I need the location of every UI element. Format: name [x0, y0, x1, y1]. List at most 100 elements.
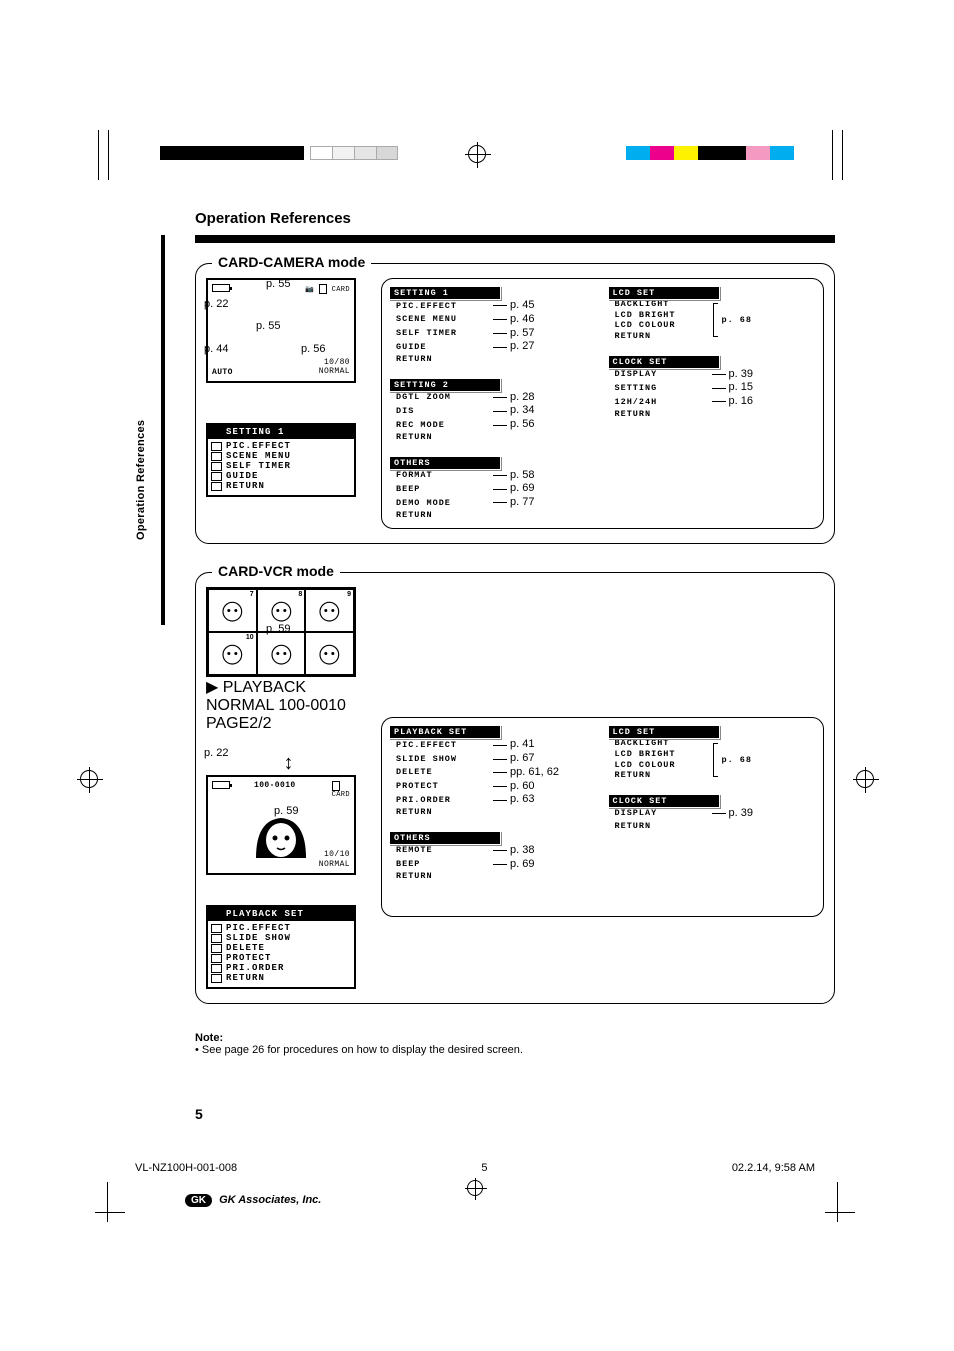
- menu-item-label: RETURN: [615, 821, 709, 832]
- page-ref: p. 69: [510, 482, 534, 496]
- page-ref: p. 63: [510, 793, 534, 807]
- menu-item-label: SLIDE SHOW: [396, 754, 490, 765]
- thumbnail-cell: 9: [305, 589, 354, 632]
- card-camera-left: 📷 CARD 10/80 NORMAL AUTO p. 22 p. 55 p. …: [206, 278, 371, 497]
- lcd-card-indicator: 📷 CARD: [305, 284, 350, 294]
- menu-header: SETTING 1: [390, 287, 500, 299]
- menu-item: RETURN: [615, 821, 753, 832]
- thumbnail-cell: 10: [208, 632, 257, 675]
- menu-item-label: SCENE MENU: [226, 451, 291, 461]
- section-title: Operation References: [195, 210, 835, 231]
- menu-item-label: DISPLAY: [615, 369, 709, 380]
- menu-icon: [211, 462, 222, 471]
- content: Operation References CARD-CAMERA mode 📷 …: [195, 210, 835, 1122]
- menu-item-label: LCD BRIGHT: [615, 310, 709, 321]
- menu-item-label: SELF TIMER: [226, 461, 291, 471]
- menu-item: SELF TIMERp. 57: [396, 327, 534, 341]
- menu-block: OTHERSFORMATp. 58BEEPp. 69DEMO MODEp. 77…: [390, 457, 597, 521]
- page-ref: p. 77: [510, 496, 534, 510]
- footer-text: VL-NZ100H-001-008 5 02.2.14, 9:58 AM: [115, 1162, 835, 1174]
- lcd-counter: 10/80 NORMAL: [319, 358, 350, 377]
- page-ref: p. 46: [510, 313, 534, 327]
- card-vcr-right-panel: PLAYBACK SETPIC.EFFECTp. 41SLIDE SHOWp. …: [381, 717, 824, 917]
- menu-item: SCENE MENU: [208, 451, 354, 461]
- menu-item-label: RETURN: [396, 871, 490, 882]
- menu-item-label: RETURN: [396, 354, 490, 365]
- menu-header: OTHERS: [390, 832, 500, 844]
- menu-item: SELF TIMER: [208, 461, 354, 471]
- menu-icon: [211, 954, 222, 963]
- side-tab: Operation References: [135, 380, 155, 580]
- menu-item: RETURN: [396, 354, 534, 365]
- menu-header: CLOCK SET: [609, 795, 719, 807]
- page-ref: p. 39: [729, 807, 753, 821]
- title-rule: [195, 235, 835, 243]
- note-label: Note:: [195, 1032, 223, 1044]
- menu-item-label: LCD COLOUR: [615, 760, 709, 771]
- menu-item: SLIDE SHOW: [208, 933, 354, 943]
- menu-item: PRI.ORDER: [208, 963, 354, 973]
- menu-item: DGTL ZOOMp. 28: [396, 391, 534, 405]
- menu-item-label: BACKLIGHT: [615, 299, 709, 310]
- footer-doc-id: VL-NZ100H-001-008: [135, 1162, 237, 1174]
- menu-icon: [211, 924, 222, 933]
- menu-block: OTHERSREMOTEp. 38BEEPp. 69RETURN: [390, 832, 597, 882]
- menu-header: OTHERS: [390, 457, 500, 469]
- menu-item: RETURN: [396, 871, 534, 882]
- thumbnail-cell: [257, 632, 306, 675]
- page-ref: p. 68: [722, 315, 753, 325]
- menu-icon: [211, 452, 222, 461]
- menu-item-label: BACKLIGHT: [615, 738, 709, 749]
- menu-item-label: REC MODE: [396, 420, 490, 431]
- menu-item-label: REMOTE: [396, 845, 490, 856]
- menu-icon: [211, 964, 222, 973]
- menu-header: SETTING 2: [390, 379, 500, 391]
- menu-column: LCD SETBACKLIGHTLCD BRIGHTLCD COLOURRETU…: [609, 287, 816, 520]
- menu-item-label: SETTING: [615, 383, 709, 394]
- menu-column: SETTING 1PIC.EFFECTp. 45SCENE MENUp. 46S…: [390, 287, 597, 520]
- card-camera-right-panel: SETTING 1PIC.EFFECTp. 45SCENE MENUp. 46S…: [381, 278, 824, 529]
- menu-item-label: PIC.EFFECT: [226, 923, 291, 933]
- menu-icon: [211, 934, 222, 943]
- menu-item: RETURN: [396, 510, 534, 521]
- battery-icon: [212, 781, 230, 792]
- lcd-counter: 10/10 NORMAL: [319, 850, 350, 869]
- menu-block: LCD SETBACKLIGHTLCD BRIGHTLCD COLOURRETU…: [609, 726, 816, 781]
- menu-item: SLIDE SHOW p. 67: [396, 752, 559, 766]
- battery-icon: [212, 284, 230, 295]
- page-ref: pp. 61, 62: [510, 766, 559, 780]
- card-camera-legend: CARD-CAMERA mode: [212, 254, 371, 270]
- menu-item-label: PROTECT: [396, 781, 490, 792]
- gk-logo-text: GK Associates, Inc.: [219, 1194, 321, 1206]
- menu-item-label: PIC.EFFECT: [396, 301, 490, 312]
- menu-item-label: PRI.ORDER: [226, 963, 285, 973]
- page-ref: p. 55: [256, 320, 280, 332]
- thumbnail-cell: [305, 632, 354, 675]
- menu-item: REMOTEp. 38: [396, 844, 534, 858]
- menu-item: DISPLAYp. 39: [615, 807, 753, 821]
- menu-item: GUIDE: [208, 471, 354, 481]
- page-ref: p. 56: [510, 418, 534, 432]
- card-vcr-legend: CARD-VCR mode: [212, 563, 340, 579]
- menu-item: DISPLAYp. 39: [615, 368, 753, 382]
- menu-item: RETURN: [396, 432, 534, 443]
- page-ref: p. 27: [510, 340, 534, 354]
- page-ref: p. 22: [204, 298, 228, 310]
- registration-target-icon: [80, 770, 98, 788]
- menu-icon: [211, 944, 222, 953]
- registration-target-icon: [468, 145, 486, 163]
- menu-item-label: FORMAT: [396, 470, 490, 481]
- lcd-mode: AUTO: [212, 368, 233, 377]
- menu-column: LCD SETBACKLIGHTLCD BRIGHTLCD COLOURRETU…: [609, 726, 816, 908]
- menu-item: PIC.EFFECT: [208, 923, 354, 933]
- menu-item: SCENE MENUp. 46: [396, 313, 534, 327]
- menu-block: CLOCK SETDISPLAYp. 39RETURN: [609, 795, 816, 831]
- menu-item-label: RETURN: [396, 432, 490, 443]
- card-camera-lcd: 📷 CARD 10/80 NORMAL AUTO: [206, 278, 356, 383]
- menu-item-label: LCD COLOUR: [615, 320, 709, 331]
- note-text: • See page 26 for procedures on how to d…: [195, 1044, 523, 1056]
- menu-item-label: DELETE: [396, 767, 490, 778]
- page-ref: p. 67: [510, 752, 534, 766]
- menu-item: RETURN: [208, 973, 354, 983]
- menu-item-label: RETURN: [396, 510, 490, 521]
